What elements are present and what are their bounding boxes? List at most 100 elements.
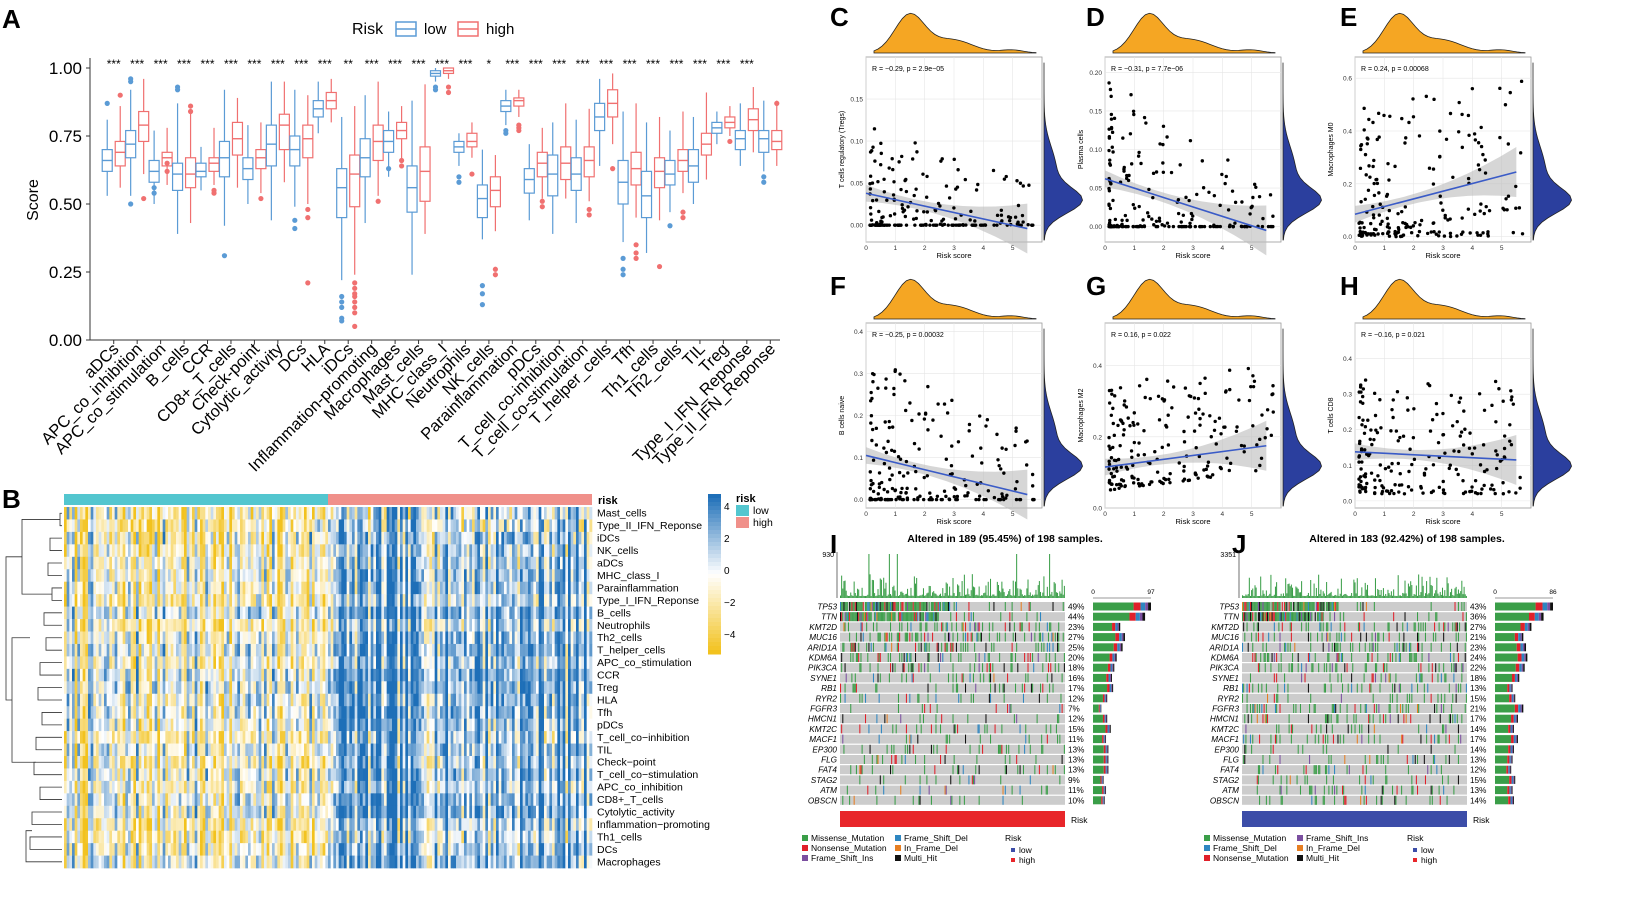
heatmap-cell xyxy=(282,643,286,657)
heatmap-cell xyxy=(448,780,451,794)
heatmap-cell xyxy=(512,668,515,682)
heatmap-cell xyxy=(386,668,390,682)
heatmap-cell xyxy=(146,519,150,533)
heatmap-cell xyxy=(160,681,163,695)
heatmap-cell xyxy=(464,681,467,695)
heatmap-cell xyxy=(424,594,427,607)
heatmap-cell xyxy=(170,606,174,620)
heatmap-cell xyxy=(186,606,190,620)
heatmap-cell xyxy=(549,718,553,732)
heatmap-cell xyxy=(416,656,419,670)
heatmap-cell xyxy=(485,507,489,520)
heatmap-cell xyxy=(69,731,73,744)
heatmap-cell xyxy=(557,531,561,545)
heatmap-cell xyxy=(157,631,161,645)
heatmap-cell xyxy=(168,569,171,582)
heatmap-cell xyxy=(386,569,390,582)
heatmap-cell xyxy=(282,519,286,533)
heatmap-cell xyxy=(280,569,283,582)
heatmap-cell xyxy=(522,643,526,657)
heatmap-cell xyxy=(509,631,513,645)
heatmap-cell xyxy=(552,569,555,582)
heatmap-cell xyxy=(466,693,470,707)
heatmap-cell xyxy=(320,693,323,707)
heatmap-cell xyxy=(242,569,246,582)
heatmap-cell xyxy=(384,731,387,744)
heatmap-cell xyxy=(440,693,443,707)
heatmap-cell xyxy=(128,594,131,607)
heatmap-cell xyxy=(485,681,489,695)
heatmap-cell xyxy=(320,519,323,533)
heatmap-cell xyxy=(221,606,225,620)
heatmap-cell xyxy=(552,519,555,533)
heatmap-cell xyxy=(128,681,131,695)
heatmap-cell xyxy=(576,569,579,582)
heatmap-cell xyxy=(405,731,409,744)
heatmap-cell xyxy=(341,668,345,682)
heatmap-cell xyxy=(176,594,179,607)
heatmap-cell xyxy=(576,706,579,719)
heatmap-cell xyxy=(240,531,243,545)
heatmap-cell xyxy=(581,668,585,682)
heatmap-cell xyxy=(306,656,310,670)
heatmap-cell xyxy=(514,606,518,620)
heatmap-cell xyxy=(216,668,219,682)
heatmap-cell xyxy=(346,756,350,769)
heatmap-cell xyxy=(514,594,518,607)
heatmap-cell xyxy=(234,581,238,595)
heatmap-cell xyxy=(117,594,121,607)
heatmap-cell xyxy=(306,731,310,744)
heatmap-cell xyxy=(389,780,393,794)
heatmap-cell xyxy=(184,756,187,769)
heatmap-cell xyxy=(224,643,227,657)
heatmap-cell xyxy=(93,519,97,533)
heatmap-cell xyxy=(405,531,409,545)
heatmap-cell xyxy=(389,656,393,670)
heatmap-cell xyxy=(277,544,281,558)
heatmap-cell xyxy=(581,643,585,657)
heatmap-cell xyxy=(82,656,86,670)
heatmap-cell xyxy=(106,556,110,570)
heatmap-cell xyxy=(530,594,534,607)
heatmap-cell xyxy=(456,756,459,769)
heatmap-cell xyxy=(469,756,473,769)
heatmap-cell xyxy=(250,619,254,632)
heatmap-cell xyxy=(397,668,401,682)
heatmap-cell xyxy=(274,556,278,570)
heatmap-cell xyxy=(512,693,515,707)
heatmap-cell xyxy=(525,768,529,782)
heatmap-cell xyxy=(498,619,502,632)
heatmap-cell xyxy=(378,606,382,620)
heatmap-cell xyxy=(357,718,361,732)
heatmap-cell xyxy=(120,519,123,533)
heatmap-cell xyxy=(74,756,78,769)
heatmap-cell xyxy=(208,668,211,682)
heatmap-cell xyxy=(549,668,553,682)
heatmap-cell xyxy=(205,706,209,719)
heatmap-cell xyxy=(466,668,470,682)
heatmap-cell xyxy=(144,631,147,645)
heatmap-cell xyxy=(234,656,238,670)
heatmap-cell xyxy=(525,581,529,595)
heatmap-cell xyxy=(218,706,222,719)
heatmap-cell xyxy=(429,718,433,732)
heatmap-cell xyxy=(504,643,507,657)
heatmap-cell xyxy=(416,544,419,558)
heatmap-cell xyxy=(570,743,574,757)
heatmap-cell xyxy=(309,631,313,645)
heatmap-cell xyxy=(330,768,334,782)
heatmap-cell xyxy=(514,507,518,520)
heatmap-cell xyxy=(490,606,494,620)
heatmap-cell xyxy=(258,656,262,670)
heatmap-cell xyxy=(338,706,342,719)
heatmap-cell xyxy=(221,668,225,682)
heatmap-cell xyxy=(138,743,142,757)
heatmap-cell xyxy=(394,631,398,645)
heatmap-cell xyxy=(162,544,166,558)
heatmap-cell xyxy=(224,594,227,607)
heatmap-cell xyxy=(157,594,161,607)
heatmap-cell xyxy=(357,756,361,769)
heatmap-cell xyxy=(125,693,129,707)
y-tick-label: 0.50 xyxy=(49,195,82,214)
heatmap-cell xyxy=(493,681,497,695)
